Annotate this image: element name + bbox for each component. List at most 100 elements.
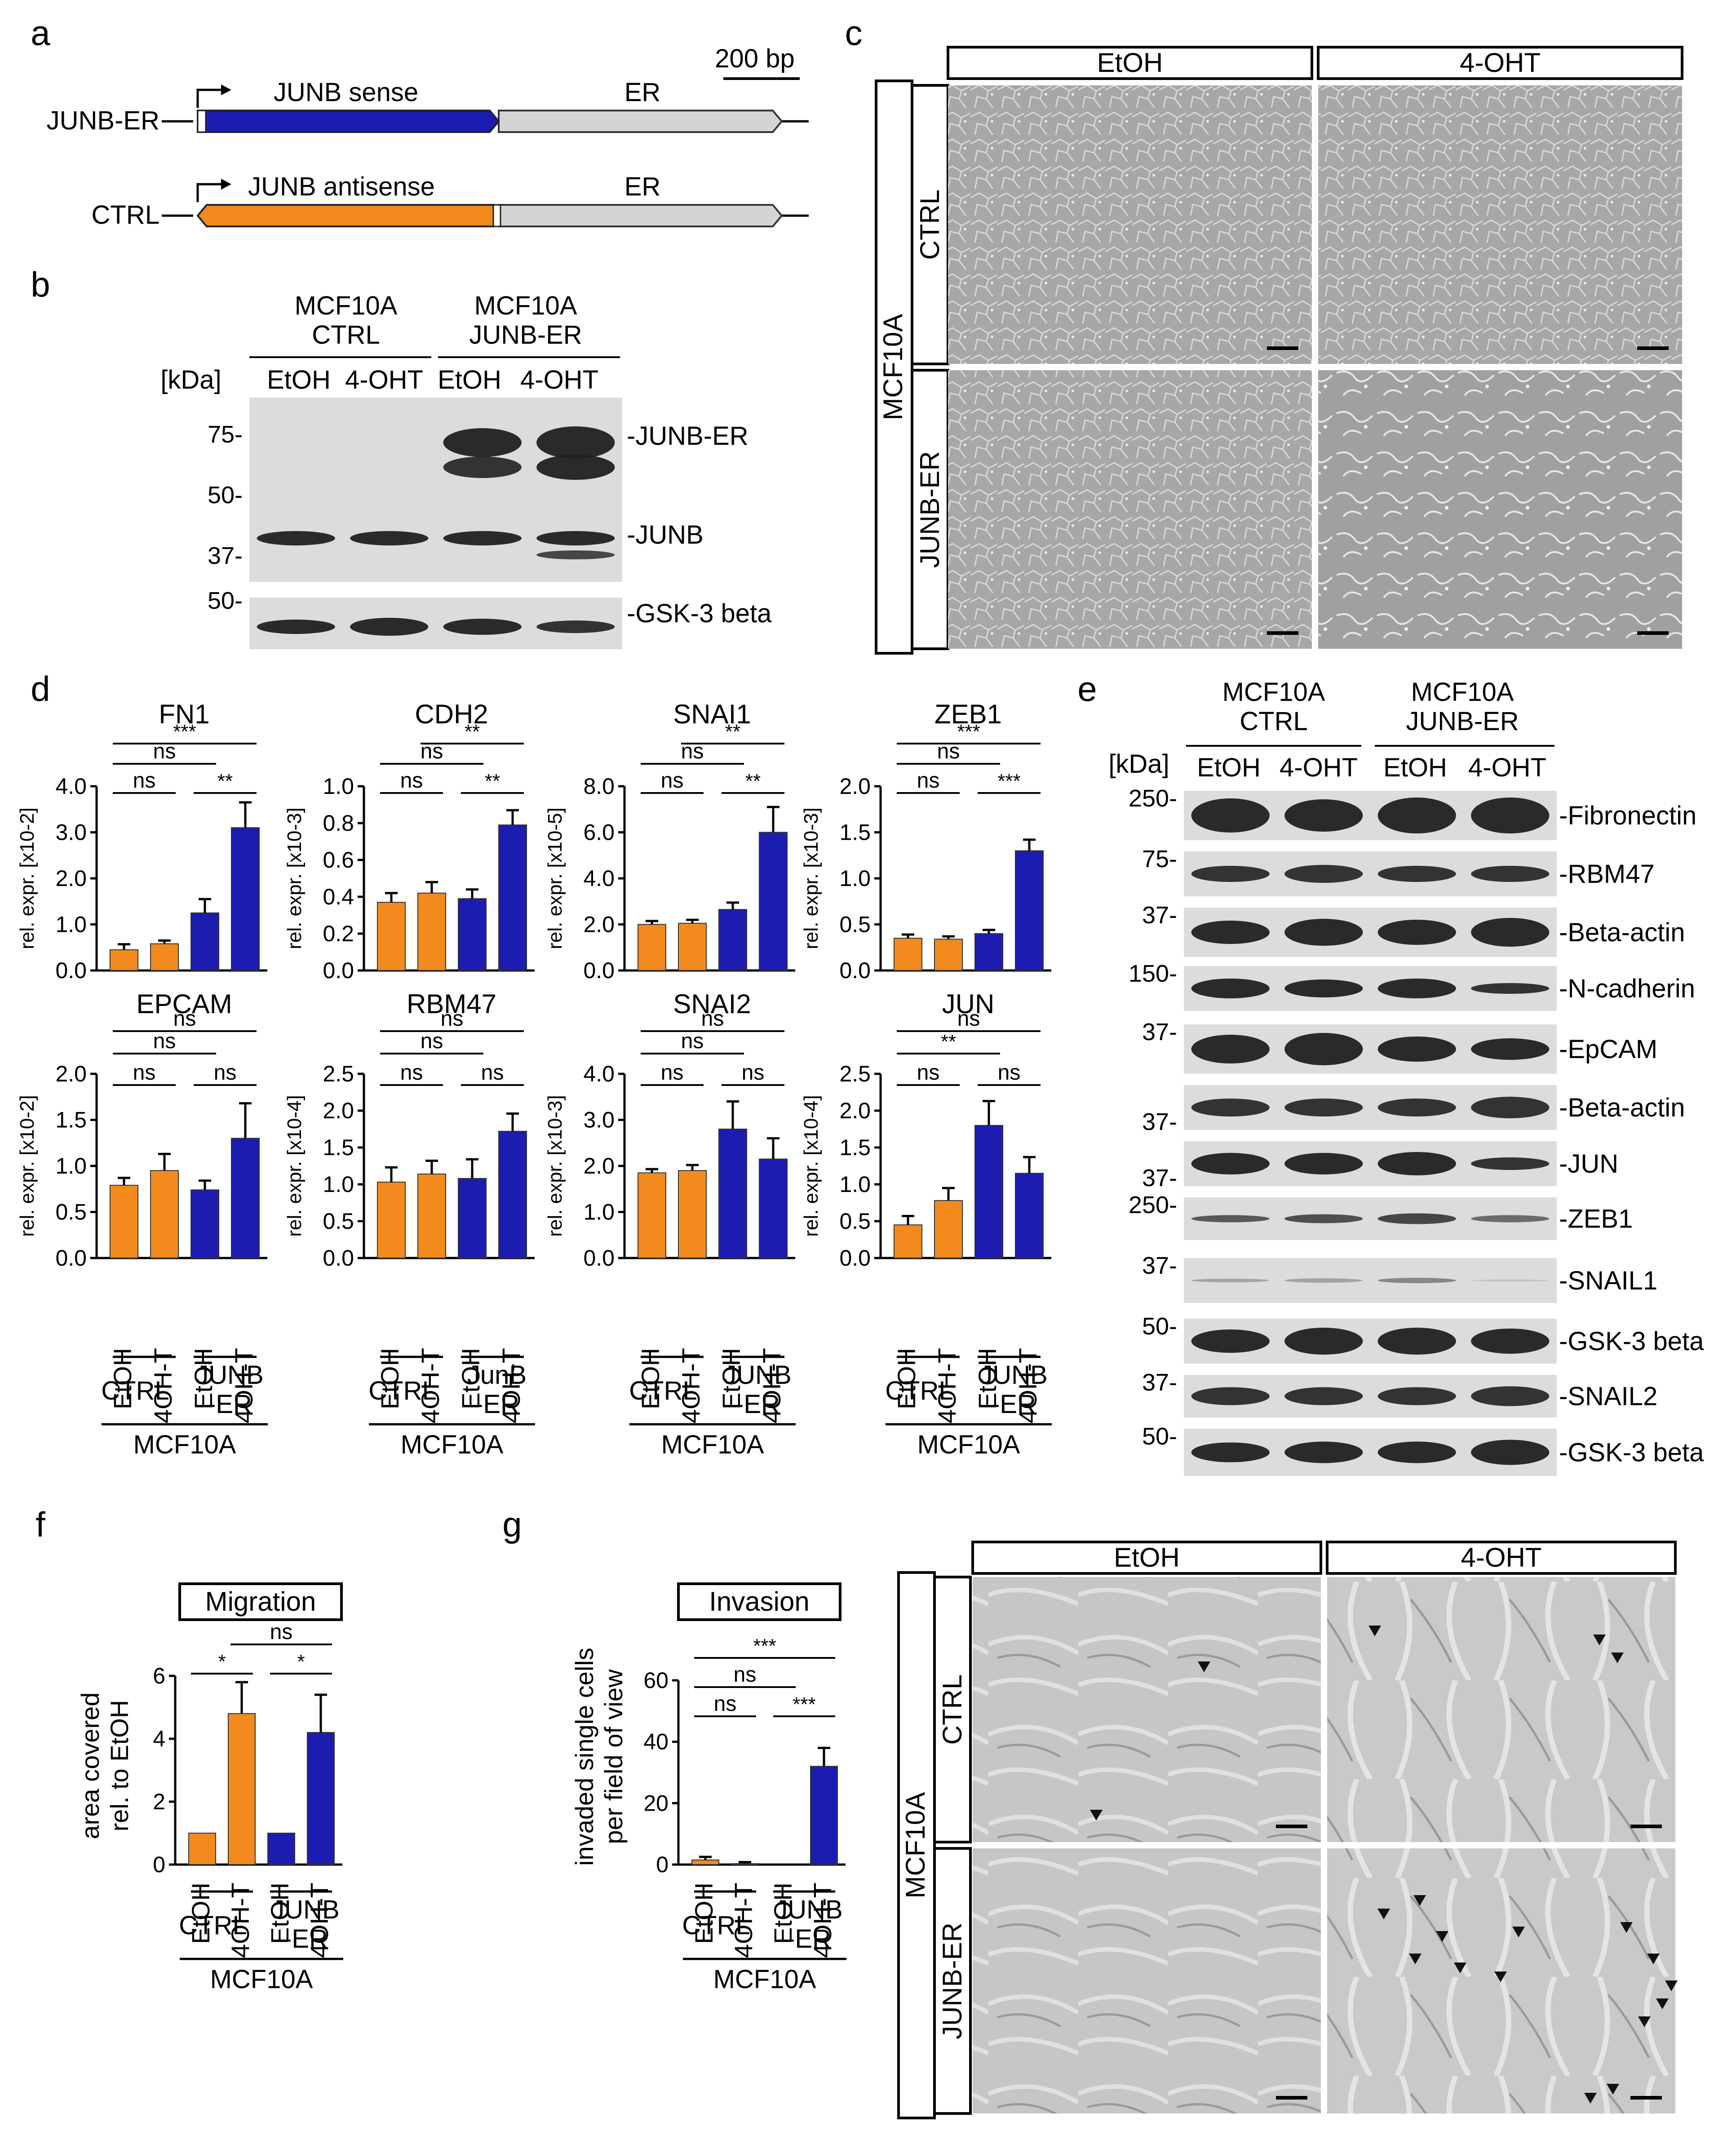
bar	[307, 1732, 335, 1865]
bar	[934, 1200, 963, 1259]
blot-band	[1471, 866, 1550, 882]
x-tick-label: 4OH-T	[757, 1348, 786, 1423]
y-tick-label: 4	[153, 1726, 165, 1751]
arrowhead-marker	[1377, 1909, 1390, 1919]
y-tick-label: 4.0	[55, 774, 87, 799]
blot-strip	[1184, 1258, 1557, 1303]
group-label: -ER	[786, 1924, 831, 1954]
arrowhead-marker	[1368, 1626, 1381, 1636]
bar	[678, 922, 707, 971]
start-mark	[197, 110, 207, 133]
bar	[691, 1859, 719, 1865]
column-header-box	[1317, 46, 1683, 80]
y-tick-label: 3.0	[583, 1108, 615, 1133]
group-label: -ER	[991, 1390, 1036, 1419]
x-tick-label: 4OH-T	[305, 1883, 333, 1958]
sig-label: *	[297, 1651, 305, 1673]
sig-label: ns	[661, 1061, 684, 1085]
column-header-box	[1326, 1541, 1677, 1575]
kda-marker: 37-	[1142, 1369, 1177, 1396]
band-label: -ZEB1	[1559, 1205, 1633, 1234]
bar	[718, 909, 747, 971]
row-header: CTRL	[937, 1675, 967, 1745]
sig-label: ns	[153, 740, 176, 763]
sig-label: ***	[957, 721, 980, 743]
group-label: JUNB	[271, 1895, 339, 1924]
blot-band	[1377, 1441, 1456, 1463]
blot-band	[1284, 1278, 1363, 1283]
group-label: -ER	[474, 1390, 519, 1419]
blot-band	[1284, 1214, 1363, 1223]
y-tick-label: 1.0	[583, 1200, 615, 1225]
arrowhead-marker	[1638, 2016, 1651, 2027]
blot-band	[257, 531, 335, 545]
bar	[231, 1138, 260, 1258]
sig-label: ns	[153, 1029, 176, 1053]
group-label: -ER	[283, 1924, 328, 1954]
blot-band	[1191, 1387, 1270, 1405]
sig-label: ns	[133, 769, 156, 793]
y-tick-label: 2.0	[839, 1098, 871, 1123]
blot-band	[257, 620, 335, 634]
column-header: EtOH	[1097, 48, 1163, 78]
y-tick-label: 2.0	[323, 1098, 354, 1123]
arrowhead-marker	[1436, 1931, 1448, 1942]
sig-label: **	[725, 721, 740, 743]
sig-label: ns	[734, 1663, 757, 1687]
static-layer	[90, 46, 1683, 2119]
x-tick-label: EtOH	[189, 1348, 217, 1409]
bar	[1015, 850, 1044, 971]
bar	[417, 1174, 446, 1259]
sig-label: *	[218, 1651, 226, 1673]
column-header: 4-OHT	[1461, 1542, 1542, 1573]
kda-marker: 37-	[1142, 1108, 1177, 1135]
x-tick-label: EtOH	[717, 1348, 745, 1409]
group-label: CTRL	[368, 1376, 436, 1405]
y-tick-label: 2.0	[583, 1153, 615, 1178]
blot-band	[1284, 1328, 1363, 1355]
blot-band	[1284, 799, 1363, 832]
sig-label: ns	[714, 1692, 737, 1716]
y-tick-label: 1.0	[55, 1153, 87, 1178]
y-tick-label: 1.5	[839, 820, 871, 845]
panel-letter-g: g	[502, 1505, 522, 1544]
micrograph	[1318, 85, 1682, 364]
sig-label: ns	[133, 1061, 156, 1085]
x-tick-label: 4OH-T	[933, 1348, 961, 1423]
bar	[718, 1129, 747, 1258]
panel-letter-d: d	[31, 669, 50, 709]
group-label: CTRL	[101, 1376, 169, 1405]
x-tick-label: 4OH-T	[808, 1883, 837, 1958]
blot-band	[1191, 798, 1270, 833]
blot-band	[1377, 1387, 1456, 1405]
box-title: Invasion	[709, 1586, 809, 1617]
micrograph	[1327, 1577, 1675, 1842]
blot-band	[1471, 1215, 1550, 1223]
x-tick-label: EtOH	[108, 1348, 137, 1409]
bar	[150, 1170, 179, 1258]
y-axis-label: rel. expr. [x10-3]	[283, 807, 306, 949]
chart-title: SNAI1	[673, 699, 751, 729]
blot-band	[1284, 1441, 1363, 1463]
bar	[377, 1182, 406, 1259]
arrowhead-marker	[1454, 1963, 1466, 1973]
kda-marker: 37-	[1142, 1252, 1177, 1279]
y-tick-label: 2.0	[839, 774, 871, 799]
x-tick-label: 4OH-T	[416, 1348, 444, 1423]
y-tick-label: 0.2	[323, 921, 354, 946]
sig-label: ns	[742, 1061, 765, 1085]
sig-label: ns	[917, 769, 940, 793]
kda-marker: 37-	[1142, 1165, 1177, 1192]
band-label: -GSK-3 beta	[627, 599, 772, 628]
sig-label: ns	[661, 769, 684, 793]
row-header: JUNB-ER	[937, 1923, 967, 2039]
kda-marker: 50-	[208, 587, 243, 614]
sig-label: ns	[701, 1007, 724, 1031]
lane-label: EtOH	[1197, 753, 1261, 782]
x-tick-label: EtOH	[769, 1883, 797, 1944]
y-axis-label: rel. expr. [x10-5]	[544, 807, 566, 949]
group-label: JUNB	[979, 1360, 1047, 1390]
y-tick-label: 0	[153, 1852, 165, 1877]
y-tick-label: 2.0	[55, 1061, 87, 1086]
